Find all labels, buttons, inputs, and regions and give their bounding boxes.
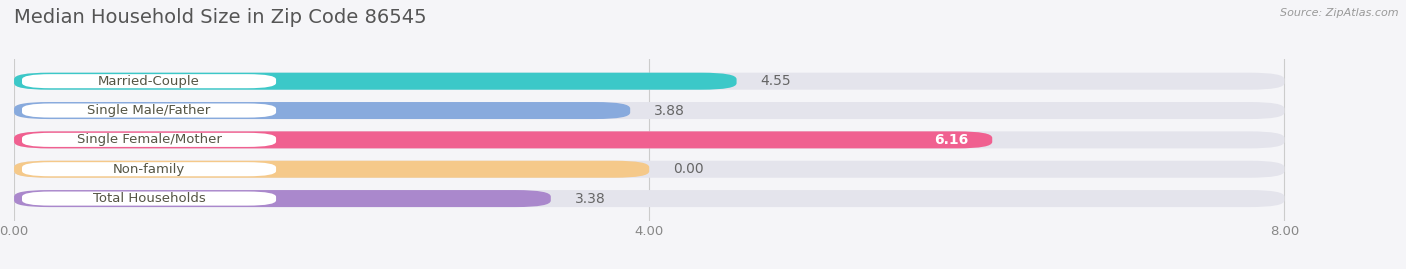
Text: Median Household Size in Zip Code 86545: Median Household Size in Zip Code 86545 xyxy=(14,8,426,27)
FancyBboxPatch shape xyxy=(14,131,1285,148)
FancyBboxPatch shape xyxy=(14,131,993,148)
Text: 3.88: 3.88 xyxy=(654,104,685,118)
FancyBboxPatch shape xyxy=(22,74,276,88)
Text: 0.00: 0.00 xyxy=(673,162,703,176)
Text: 6.16: 6.16 xyxy=(934,133,969,147)
FancyBboxPatch shape xyxy=(14,190,1285,207)
FancyBboxPatch shape xyxy=(22,162,276,176)
Text: Source: ZipAtlas.com: Source: ZipAtlas.com xyxy=(1281,8,1399,18)
FancyBboxPatch shape xyxy=(14,161,650,178)
FancyBboxPatch shape xyxy=(22,104,276,118)
Text: 4.55: 4.55 xyxy=(761,74,792,88)
Text: 3.38: 3.38 xyxy=(575,192,606,206)
Text: Single Female/Mother: Single Female/Mother xyxy=(76,133,222,146)
FancyBboxPatch shape xyxy=(14,73,737,90)
FancyBboxPatch shape xyxy=(14,190,551,207)
FancyBboxPatch shape xyxy=(22,133,276,147)
FancyBboxPatch shape xyxy=(22,192,276,206)
FancyBboxPatch shape xyxy=(14,161,1285,178)
FancyBboxPatch shape xyxy=(14,102,1285,119)
FancyBboxPatch shape xyxy=(14,73,1285,90)
FancyBboxPatch shape xyxy=(14,102,630,119)
Text: Single Male/Father: Single Male/Father xyxy=(87,104,211,117)
Text: Married-Couple: Married-Couple xyxy=(98,75,200,88)
Text: Non-family: Non-family xyxy=(112,163,186,176)
Text: Total Households: Total Households xyxy=(93,192,205,205)
